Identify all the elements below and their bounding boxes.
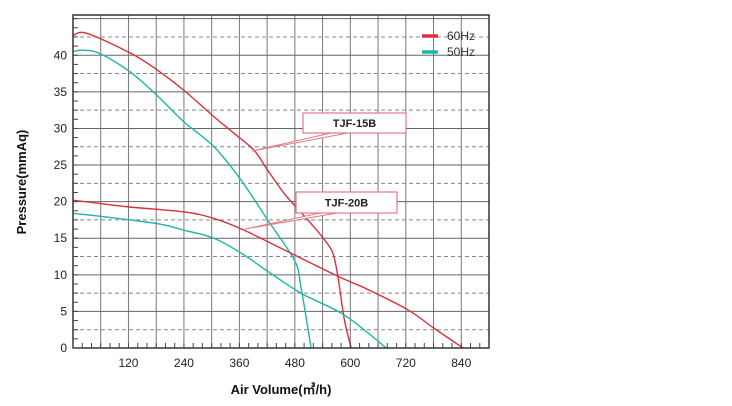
y-tick-label: 5 [60, 304, 67, 318]
grid [73, 15, 489, 348]
legend-label: 50Hz [447, 45, 475, 59]
legend: 60Hz 50Hz [422, 29, 475, 59]
x-tick-label: 240 [174, 356, 194, 370]
y-tick-label: 30 [54, 121, 68, 135]
callout-pointer [244, 212, 338, 230]
axes: 120 240 360 480 600 720 840 0 5 10 15 20 25 30 35 40 [54, 14, 490, 370]
y-tick-label: 40 [54, 48, 68, 62]
y-tick-label: 25 [54, 158, 68, 172]
callout-pointer [251, 132, 349, 152]
y-tick-label: 10 [54, 268, 68, 282]
plot-frame [72, 14, 490, 349]
x-tick-label: 600 [340, 356, 360, 370]
x-tick-label: 120 [118, 356, 138, 370]
annotations: TJF-15B TJF-20B [244, 112, 407, 230]
y-tick-label: 15 [54, 231, 68, 245]
y-tick-label: 35 [54, 85, 68, 99]
x-tick-label: 480 [285, 356, 305, 370]
x-axis-label: Air Volume(㎥/h) [231, 382, 332, 397]
series-line-tjf-20b-60hz [72, 199, 464, 349]
x-tick-label: 720 [396, 356, 416, 370]
series-line-tjf-20b-50hz [72, 212, 387, 349]
callout-label: TJF-15B [333, 118, 376, 130]
callout-label: TJF-20B [325, 198, 368, 210]
series-line-tjf-15b-60hz [72, 31, 352, 349]
y-axis-label: Pressure(mmAq) [14, 130, 29, 235]
callout-box [295, 191, 398, 214]
x-tick-label: 840 [451, 356, 471, 370]
y-tick-label: 20 [54, 195, 68, 209]
legend-label: 60Hz [447, 29, 475, 43]
series-line-tjf-15b-50hz [72, 49, 312, 349]
y-tick-label: 0 [60, 341, 67, 355]
x-tick-label: 360 [229, 356, 249, 370]
callout-box [302, 112, 407, 134]
series-group [72, 31, 464, 349]
